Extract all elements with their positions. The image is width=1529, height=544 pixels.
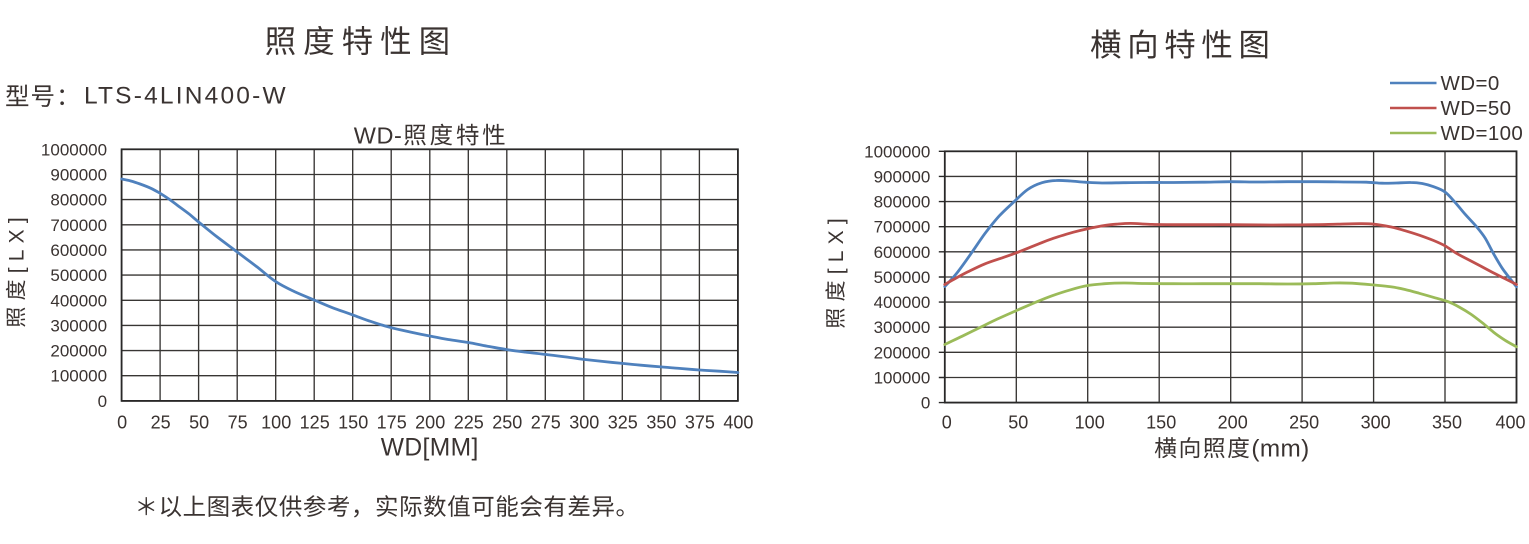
svg-text:150: 150 <box>1146 413 1176 433</box>
svg-text:[LX]: [LX] <box>825 212 848 274</box>
svg-text:300000: 300000 <box>874 318 931 337</box>
svg-text:350: 350 <box>1432 413 1462 433</box>
svg-text:400: 400 <box>723 413 753 433</box>
svg-text:400000: 400000 <box>50 291 107 310</box>
svg-text:600000: 600000 <box>874 243 931 262</box>
svg-text:50: 50 <box>189 413 209 433</box>
svg-text:175: 175 <box>377 413 407 433</box>
svg-text:[LX]: [LX] <box>6 211 29 273</box>
svg-text:WD=0: WD=0 <box>1441 72 1500 95</box>
svg-text:50: 50 <box>1008 413 1028 433</box>
svg-text:150: 150 <box>338 413 368 433</box>
svg-text:400: 400 <box>1495 413 1525 433</box>
svg-text:100: 100 <box>1075 413 1105 433</box>
svg-text:200: 200 <box>415 413 445 433</box>
svg-text:900000: 900000 <box>874 167 931 186</box>
svg-text:250: 250 <box>1289 413 1319 433</box>
svg-text:900000: 900000 <box>50 166 107 185</box>
svg-text:WD[MM]: WD[MM] <box>381 435 479 462</box>
svg-text:0: 0 <box>942 413 952 433</box>
svg-text:700000: 700000 <box>874 218 931 237</box>
svg-text:350: 350 <box>646 413 676 433</box>
svg-text:WD=50: WD=50 <box>1441 97 1512 120</box>
svg-text:300000: 300000 <box>50 316 107 335</box>
svg-text:0: 0 <box>98 392 107 411</box>
svg-text:250: 250 <box>492 413 522 433</box>
svg-text:500000: 500000 <box>874 268 931 287</box>
svg-text:275: 275 <box>531 413 561 433</box>
svg-text:700000: 700000 <box>50 216 107 235</box>
svg-text:75: 75 <box>228 413 248 433</box>
svg-text:500000: 500000 <box>50 266 107 285</box>
svg-text:WD-: WD- <box>354 123 402 149</box>
svg-text:300: 300 <box>1361 413 1391 433</box>
svg-text:100000: 100000 <box>874 369 931 388</box>
svg-text:200000: 200000 <box>50 342 107 361</box>
svg-text:0: 0 <box>117 413 127 433</box>
svg-text:800000: 800000 <box>50 191 107 210</box>
svg-text:25: 25 <box>151 413 171 433</box>
svg-text:125: 125 <box>300 413 330 433</box>
svg-text:100: 100 <box>261 413 291 433</box>
svg-text:300: 300 <box>569 413 599 433</box>
svg-text:325: 325 <box>608 413 638 433</box>
svg-text:1000000: 1000000 <box>864 142 930 161</box>
svg-text:400000: 400000 <box>874 293 931 312</box>
svg-text:225: 225 <box>454 413 484 433</box>
svg-text:600000: 600000 <box>50 241 107 260</box>
svg-text:100000: 100000 <box>50 367 107 386</box>
svg-text:LTS-4LIN400-W: LTS-4LIN400-W <box>84 82 288 109</box>
svg-text:800000: 800000 <box>874 193 931 212</box>
svg-text:200000: 200000 <box>874 343 931 362</box>
svg-text:0: 0 <box>921 394 930 413</box>
svg-text:375: 375 <box>685 413 715 433</box>
svg-text:(mm): (mm) <box>1251 435 1309 462</box>
svg-text:WD=100: WD=100 <box>1441 122 1524 145</box>
svg-text:1000000: 1000000 <box>41 140 107 159</box>
svg-text:200: 200 <box>1218 413 1248 433</box>
